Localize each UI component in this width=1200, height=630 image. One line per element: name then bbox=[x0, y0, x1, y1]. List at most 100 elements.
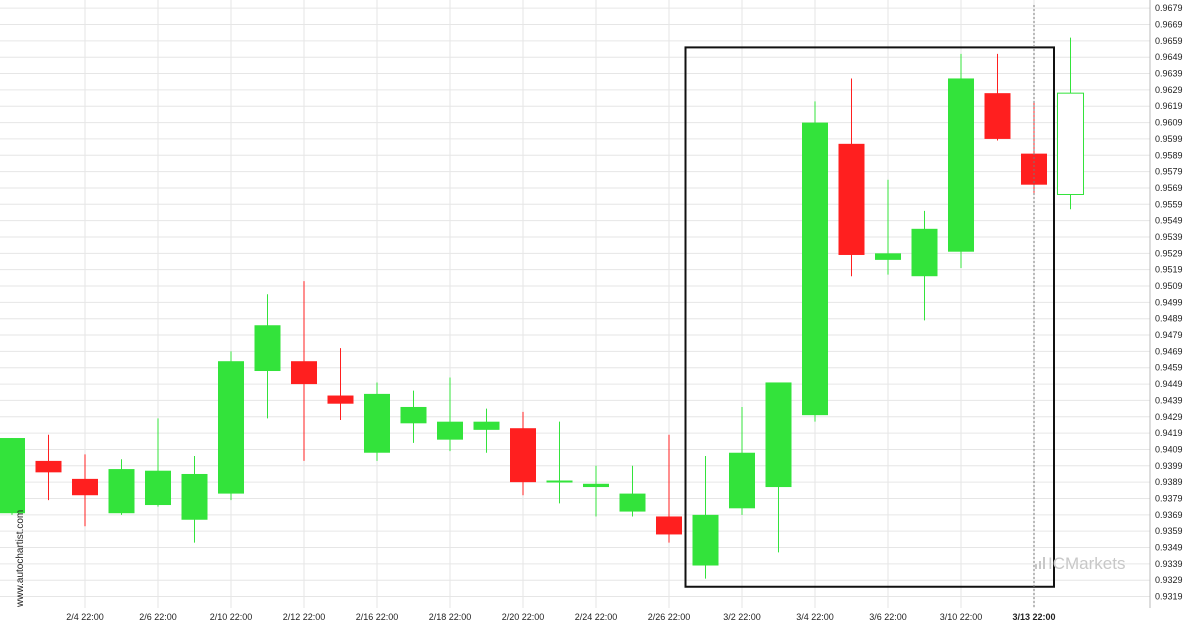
pattern-overlay bbox=[684, 5, 1055, 608]
candle-body bbox=[327, 395, 354, 404]
candle bbox=[327, 348, 354, 421]
candle bbox=[875, 179, 901, 275]
candle bbox=[108, 459, 135, 515]
candle-body bbox=[400, 406, 427, 424]
y-tick-label: 0.9579 bbox=[1155, 167, 1183, 177]
y-axis: 0.9679 0.9669 0.9659 0.9649 0.9639 0.9629 0.96… bbox=[1149, 0, 1183, 608]
candle-body bbox=[473, 421, 500, 430]
candle bbox=[218, 351, 244, 501]
y-tick-label: 0.9609 bbox=[1155, 118, 1183, 128]
candle-body bbox=[181, 473, 208, 520]
candle bbox=[692, 456, 719, 579]
y-tick-label: 0.9459 bbox=[1155, 363, 1183, 373]
candle bbox=[437, 377, 463, 452]
y-tick-label: 0.9519 bbox=[1155, 265, 1183, 275]
x-tick-label: 3/10 22:00 bbox=[940, 612, 983, 622]
candle-body bbox=[437, 421, 463, 440]
candle-body bbox=[510, 428, 536, 483]
y-tick-label: 0.9399 bbox=[1155, 461, 1183, 471]
candle bbox=[145, 418, 171, 507]
x-tick-label: 2/10 22:00 bbox=[210, 612, 253, 622]
candle bbox=[0, 438, 25, 515]
candle bbox=[510, 411, 536, 496]
candle-body bbox=[911, 228, 938, 277]
candle-body bbox=[692, 514, 719, 566]
candle-body bbox=[291, 361, 317, 385]
x-tick-label: 3/13 22:00 bbox=[1012, 612, 1055, 622]
candle-body bbox=[0, 438, 25, 514]
bars-icon bbox=[1035, 557, 1045, 569]
brand-logo: ICMarkets bbox=[1035, 554, 1125, 573]
candle bbox=[1057, 37, 1084, 210]
candle-body bbox=[838, 143, 865, 255]
y-tick-label: 0.9629 bbox=[1155, 85, 1183, 95]
y-tick-label: 0.9469 bbox=[1155, 346, 1183, 356]
candle bbox=[35, 434, 62, 501]
y-tick-label: 0.9639 bbox=[1155, 69, 1183, 79]
candle bbox=[911, 210, 938, 321]
y-tick-label: 0.9589 bbox=[1155, 150, 1183, 160]
candle-body bbox=[108, 469, 135, 514]
candle-body bbox=[765, 382, 792, 488]
x-tick-label: 2/24 22:00 bbox=[575, 612, 618, 622]
x-tick-label: 2/4 22:00 bbox=[66, 612, 104, 622]
y-tick-label: 0.9599 bbox=[1155, 134, 1183, 144]
y-tick-label: 0.9449 bbox=[1155, 379, 1183, 389]
pattern-box bbox=[684, 46, 1055, 588]
candle-body bbox=[145, 470, 171, 506]
y-tick-label: 0.9489 bbox=[1155, 314, 1183, 324]
x-tick-label: 3/6 22:00 bbox=[869, 612, 907, 622]
candles bbox=[0, 37, 1084, 579]
candle bbox=[72, 454, 98, 527]
candle bbox=[546, 421, 573, 504]
candle bbox=[181, 456, 208, 543]
y-tick-label: 0.9659 bbox=[1155, 36, 1183, 46]
candle bbox=[802, 101, 828, 422]
x-tick-label: 2/16 22:00 bbox=[356, 612, 399, 622]
y-tick-label: 0.9429 bbox=[1155, 412, 1183, 422]
y-tick-label: 0.9569 bbox=[1155, 183, 1183, 193]
candle bbox=[619, 465, 646, 517]
y-tick-label: 0.9619 bbox=[1155, 101, 1183, 111]
y-tick-label: 0.9359 bbox=[1155, 526, 1183, 536]
y-tick-label: 0.9339 bbox=[1155, 559, 1183, 569]
candle bbox=[254, 294, 281, 419]
candle bbox=[473, 408, 500, 453]
y-tick-label: 0.9319 bbox=[1155, 592, 1183, 602]
y-tick-label: 0.9439 bbox=[1155, 395, 1183, 405]
x-tick-label: 2/26 22:00 bbox=[648, 612, 691, 622]
y-tick-label: 0.9549 bbox=[1155, 216, 1183, 226]
candle-body bbox=[364, 393, 390, 453]
y-tick-label: 0.9369 bbox=[1155, 510, 1183, 520]
candle bbox=[291, 281, 317, 461]
candle bbox=[838, 78, 865, 277]
candle bbox=[948, 53, 974, 269]
brand-text: ICMarkets bbox=[1048, 554, 1125, 573]
candle-body bbox=[1057, 92, 1084, 195]
y-tick-label: 0.9529 bbox=[1155, 248, 1183, 258]
candle-body bbox=[218, 361, 244, 494]
candle bbox=[400, 390, 427, 443]
x-tick-label: 2/12 22:00 bbox=[283, 612, 326, 622]
candle-body bbox=[254, 325, 281, 372]
x-tick-label: 2/18 22:00 bbox=[429, 612, 472, 622]
candle bbox=[765, 382, 792, 553]
candle-body bbox=[619, 493, 646, 512]
y-tick-label: 0.9669 bbox=[1155, 20, 1183, 30]
y-tick-label: 0.9379 bbox=[1155, 493, 1183, 503]
candle-body bbox=[729, 452, 755, 509]
y-tick-label: 0.9389 bbox=[1155, 477, 1183, 487]
candle bbox=[583, 465, 609, 517]
candle-body bbox=[984, 93, 1011, 139]
x-tick-label: 2/6 22:00 bbox=[139, 612, 177, 622]
y-tick-label: 0.9479 bbox=[1155, 330, 1183, 340]
candle-body bbox=[656, 516, 682, 535]
candle-body bbox=[583, 483, 609, 488]
candle-body bbox=[802, 122, 828, 416]
candle bbox=[984, 53, 1011, 141]
y-tick-label: 0.9649 bbox=[1155, 52, 1183, 62]
x-tick-label: 2/20 22:00 bbox=[502, 612, 545, 622]
candle bbox=[656, 434, 682, 543]
